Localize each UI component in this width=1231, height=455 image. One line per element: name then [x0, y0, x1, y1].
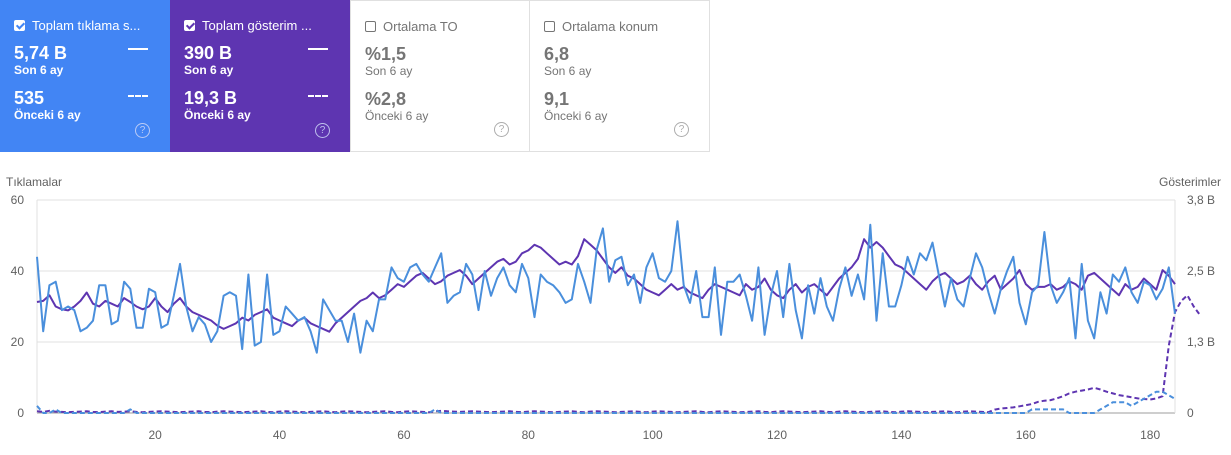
left-tick-label: 40	[11, 264, 25, 278]
card-header: Toplam tıklama s...	[14, 16, 156, 34]
help-icon[interactable]: ?	[315, 123, 330, 138]
checkbox-checked-icon[interactable]	[184, 19, 195, 31]
x-tick-label: 140	[891, 428, 911, 442]
card-header: Ortalama TO	[365, 17, 515, 35]
gridlines	[36, 199, 1176, 414]
help-icon[interactable]: ?	[135, 123, 150, 138]
x-tick-label: 180	[1140, 428, 1160, 442]
x-tick-label: 60	[397, 428, 411, 442]
card-label: Ortalama TO	[383, 18, 458, 34]
card-header: Ortalama konum	[544, 17, 695, 35]
x-tick-label: 100	[643, 428, 663, 442]
axis-ticks: 0 20 40 60 0 1,3 B 2,5 B 3,8 B 20 40 60 80 100 120 140…	[11, 193, 1215, 442]
card-label: Toplam tıklama s...	[32, 17, 141, 33]
card-period: Son 6 ay	[184, 63, 234, 77]
metric-card-impressions[interactable]: Toplam gösterim ... 390 B Son 6 ay 19,3 …	[170, 0, 350, 152]
series-line-clicks-dashed	[36, 390, 1176, 414]
right-axis-title: Gösterimler	[1159, 175, 1221, 189]
card-period: Son 6 ay	[544, 64, 592, 78]
checkbox-unchecked-icon[interactable]	[365, 20, 376, 32]
card-previous-value: %2,8	[365, 89, 407, 109]
card-value: 6,8	[544, 44, 570, 64]
checkbox-unchecked-icon[interactable]	[544, 20, 555, 32]
left-axis-title: Tıklamalar	[6, 175, 62, 189]
metric-card-ctr[interactable]: Ortalama TO %1,5 Son 6 ay %2,8 Önceki 6 …	[350, 0, 530, 152]
performance-chart[interactable]: Tıklamalar Gösterimler 0 20 40 60 0 1,3 B 2,5 …	[0, 160, 1231, 455]
help-icon[interactable]: ?	[494, 122, 509, 137]
x-tick-label: 20	[148, 428, 162, 442]
right-tick-label: 0	[1187, 406, 1194, 420]
x-tick-label: 120	[767, 428, 787, 442]
legend-solid-line-icon	[308, 48, 328, 50]
left-tick-label: 0	[17, 406, 24, 420]
metric-card-clicks[interactable]: Toplam tıklama s... 5,74 B Son 6 ay 535 …	[0, 0, 170, 152]
legend-dashed-line-icon	[128, 95, 148, 97]
left-tick-label: 20	[11, 335, 25, 349]
card-previous-period: Önceki 6 ay	[544, 109, 608, 123]
card-period: Son 6 ay	[14, 63, 64, 77]
right-tick-label: 1,3 B	[1187, 335, 1215, 349]
left-tick-label: 60	[11, 193, 25, 207]
card-previous-value: 535	[14, 88, 45, 108]
card-previous-period: Önceki 6 ay	[184, 108, 251, 122]
x-tick-label: 80	[522, 428, 536, 442]
card-period: Son 6 ay	[365, 64, 413, 78]
x-tick-label: 160	[1016, 428, 1036, 442]
card-previous-value: 19,3 B	[184, 88, 238, 108]
card-previous-period: Önceki 6 ay	[365, 109, 429, 123]
series-line-clicks-solid	[36, 220, 1176, 354]
card-value: 390 B	[184, 43, 233, 63]
card-value: %1,5	[365, 44, 407, 64]
right-tick-label: 2,5 B	[1187, 264, 1215, 278]
metric-card-position[interactable]: Ortalama konum 6,8 Son 6 ay 9,1 Önceki 6…	[530, 0, 710, 152]
card-label: Ortalama konum	[562, 18, 659, 34]
series-line-impressions-dashed	[36, 294, 1201, 414]
right-tick-label: 3,8 B	[1187, 193, 1215, 207]
series-lines	[36, 220, 1201, 414]
x-tick-label: 40	[273, 428, 287, 442]
metric-cards: Toplam tıklama s... 5,74 B Son 6 ay 535 …	[0, 0, 710, 152]
card-header: Toplam gösterim ...	[184, 16, 336, 34]
checkbox-checked-icon[interactable]	[14, 19, 25, 31]
card-previous-value: 9,1	[544, 89, 570, 109]
card-label: Toplam gösterim ...	[202, 17, 312, 33]
card-value: 5,74 B	[14, 43, 68, 63]
legend-solid-line-icon	[128, 48, 148, 50]
legend-dashed-line-icon	[308, 95, 328, 97]
help-icon[interactable]: ?	[674, 122, 689, 137]
card-previous-period: Önceki 6 ay	[14, 108, 81, 122]
